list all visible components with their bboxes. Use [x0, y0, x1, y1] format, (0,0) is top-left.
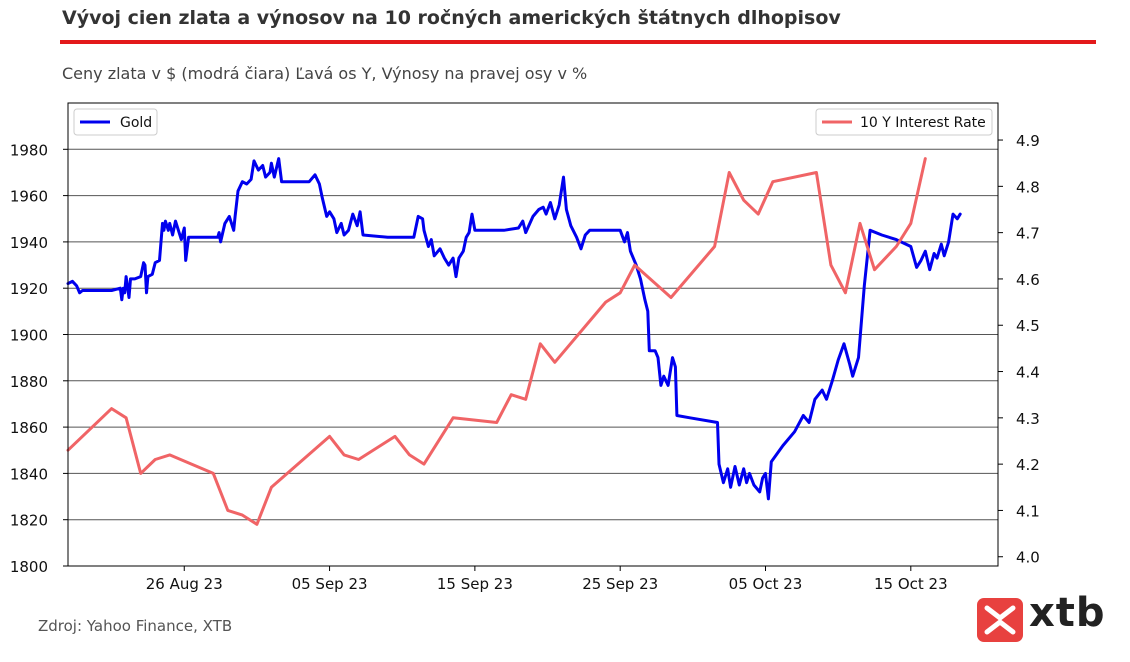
y-right-tick-label: 4.0	[1016, 549, 1040, 567]
x-tick-label: 05 Sep 23	[292, 575, 368, 593]
legend-label-interest-rate: 10 Y Interest Rate	[860, 115, 986, 131]
plot-frame	[67, 102, 999, 567]
y-right-tick-label: 4.8	[1016, 178, 1040, 196]
x-tick-label: 25 Sep 23	[582, 575, 658, 593]
y-right-tick-label: 4.9	[1016, 132, 1040, 150]
legend-label-gold: Gold	[120, 115, 152, 131]
y-right-tick-label: 4.3	[1016, 410, 1040, 428]
y-left-tick-label: 1900	[10, 327, 48, 345]
x-tick-label: 15 Sep 23	[437, 575, 513, 593]
y-left-tick-label: 1980	[10, 141, 48, 159]
x-tick-label: 05 Oct 23	[729, 575, 803, 593]
source-note: Zdroj: Yahoo Finance, XTB	[38, 617, 233, 635]
legend-box-interest-rate	[815, 108, 993, 136]
y-right-tick-label: 4.1	[1016, 502, 1040, 520]
x-tick-label: 15 Oct 23	[874, 575, 948, 593]
xtb-logo: xtb	[977, 590, 1107, 644]
y-left-tick-label: 1880	[10, 373, 48, 391]
legend-box-gold	[73, 108, 158, 136]
chart-subtitle: Ceny zlata v $ (modrá čiara) Ľavá os Y, …	[62, 64, 588, 83]
y-left-tick-label: 1820	[10, 512, 48, 530]
series-line-interest-rate	[66, 157, 927, 526]
xtb-logo-text: xtb	[1029, 590, 1106, 636]
y-right-tick-label: 4.6	[1016, 271, 1040, 289]
xtb-logo-icon	[977, 598, 1023, 642]
series-line-gold	[66, 157, 962, 501]
y-left-tick-label: 1800	[10, 558, 48, 576]
y-left-tick-label: 1920	[10, 280, 48, 298]
gold-yield-chart: 1800 1820 1840 1860 1880 1900 1920 1940 1960 1980…	[10, 102, 1040, 593]
y-left-tick-label: 1960	[10, 188, 48, 206]
y-left-tick-label: 1860	[10, 419, 48, 437]
chart-title: Vývoj cien zlata a výnosov na 10 ročných…	[62, 7, 841, 29]
title-underline	[60, 40, 1096, 44]
y-right-tick-label: 4.2	[1016, 456, 1040, 474]
x-tick-label: 26 Aug 23	[146, 575, 223, 593]
y-left-tick-label: 1940	[10, 234, 48, 252]
y-left-tick-label: 1840	[10, 465, 48, 483]
y-right-tick-label: 4.5	[1016, 317, 1040, 335]
y-right-tick-label: 4.7	[1016, 225, 1040, 243]
y-right-tick-label: 4.4	[1016, 364, 1040, 382]
